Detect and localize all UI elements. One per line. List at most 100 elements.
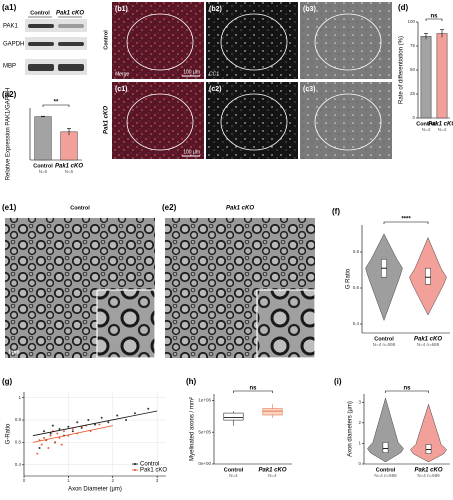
violin — [367, 397, 404, 463]
panel-label: (b2) — [209, 6, 222, 13]
em-inset — [96, 289, 156, 359]
significance-label: ns — [249, 386, 257, 392]
significance-label: **** — [401, 217, 411, 223]
x-tick-label: 3 — [156, 478, 159, 483]
y-axis-label: Rate of differentiation (%) — [399, 36, 405, 104]
x-tick-label: Control — [224, 467, 244, 473]
blot-row: PAK1 — [3, 24, 19, 30]
region-outline — [126, 13, 194, 71]
significance-label: ** — [54, 100, 59, 106]
point — [116, 414, 119, 417]
box — [425, 267, 431, 285]
panel-label: (a2) — [2, 90, 17, 99]
em-inset — [256, 289, 316, 359]
micrograph — [206, 2, 298, 79]
y-tick-label: 0.6 — [15, 440, 22, 445]
panel-label: (i) — [334, 377, 342, 386]
x-tick-label: Pak1 cKO — [414, 468, 442, 474]
micrograph — [300, 2, 392, 79]
y-axis-label: G-Ratio — [6, 423, 12, 444]
x-tick-label: Control — [376, 467, 396, 473]
point — [42, 436, 45, 439]
row-label: Pak1 cKO — [104, 106, 110, 134]
legend-label: Pak1 cKO — [140, 468, 167, 474]
blot-column: Pak1 cKO — [56, 11, 84, 17]
box — [425, 444, 432, 454]
fit-line — [32, 425, 113, 443]
blot-row: MBP — [3, 64, 16, 70]
panel-title: Pak1 cKO — [226, 206, 254, 212]
y-tick-label: 100 — [407, 19, 415, 24]
y-axis-label: Myelinated axons / mm² — [190, 397, 196, 461]
point — [62, 430, 65, 433]
panel-label: (d) — [398, 3, 409, 12]
legend-marker — [134, 463, 136, 465]
y-tick-label: 1 — [358, 441, 361, 446]
legend-marker — [134, 469, 136, 471]
blot-strip — [25, 37, 87, 50]
point — [42, 430, 45, 433]
point — [58, 436, 61, 439]
point — [125, 419, 128, 421]
y-tick-label: 75 — [410, 43, 416, 48]
point — [98, 423, 101, 426]
panel-label: (c2) — [209, 86, 221, 93]
panel-label: (e1) — [2, 203, 17, 212]
blot-band — [58, 64, 84, 71]
y-axis-label: Axon diameters (µm) — [348, 401, 354, 457]
point — [38, 447, 41, 449]
point — [87, 419, 90, 421]
point — [60, 443, 63, 446]
x-tick-label: 2 — [111, 478, 114, 483]
panel-title: Control — [70, 205, 90, 211]
count-label: N=4 — [229, 473, 238, 478]
y-tick-label: 0.6 — [353, 285, 360, 290]
point — [49, 432, 52, 435]
micrograph — [112, 82, 204, 159]
y-tick-label: 50 — [410, 67, 416, 72]
significance-bracket — [383, 221, 429, 224]
significance-bracket — [42, 104, 70, 107]
panel-label: (h) — [186, 377, 197, 386]
blot-row: GAPDH — [3, 42, 24, 48]
blot-band — [28, 24, 54, 28]
point — [56, 432, 59, 435]
y-tick-label: 0.8 — [15, 417, 22, 422]
count-label: N=4 n=598 — [373, 342, 396, 347]
x-tick-label: Pak1 cKO — [428, 122, 453, 128]
y-tick-label: 1e+06 — [198, 398, 211, 403]
y-tick-label: 0.4 — [15, 462, 22, 467]
x-axis-label: Axon Diameter (µm) — [68, 487, 122, 493]
y-axis-label: G Ratio — [346, 268, 352, 289]
panel-label: (c3) — [303, 86, 315, 93]
y-tick-label: 25 — [410, 91, 416, 96]
point — [133, 412, 136, 415]
bar — [436, 33, 448, 119]
x-tick-label: Control — [374, 336, 394, 342]
point — [49, 434, 52, 437]
y-axis-label: Relative Expression PAK1/GAPDH — [6, 88, 12, 181]
blot-band — [58, 42, 84, 46]
channel-label: CC1 — [209, 71, 219, 77]
x-tick-label: 0 — [23, 478, 26, 483]
micrograph — [112, 2, 204, 79]
box — [262, 408, 283, 416]
bar — [34, 116, 52, 161]
count-label: N=5 — [39, 169, 48, 174]
point — [76, 421, 79, 424]
point — [40, 443, 43, 446]
y-tick-label: 0e+00 — [198, 461, 211, 466]
count-label: N=4 n=598 — [374, 473, 397, 478]
x-tick-label: Pak1 cKO — [55, 164, 83, 170]
scale-bar-label: 1 µm — [8, 349, 20, 355]
x-tick-label: Pak1 cKO — [258, 468, 286, 474]
region-outline — [314, 13, 382, 71]
micrograph — [300, 82, 392, 159]
significance-bracket — [425, 18, 443, 21]
region-outline — [220, 13, 288, 71]
panel-label: (a1) — [2, 3, 17, 12]
y-tick-label: 0.4 — [353, 321, 360, 326]
region-outline — [220, 93, 288, 151]
point — [94, 423, 96, 426]
y-tick-label: 0.8 — [353, 249, 360, 254]
